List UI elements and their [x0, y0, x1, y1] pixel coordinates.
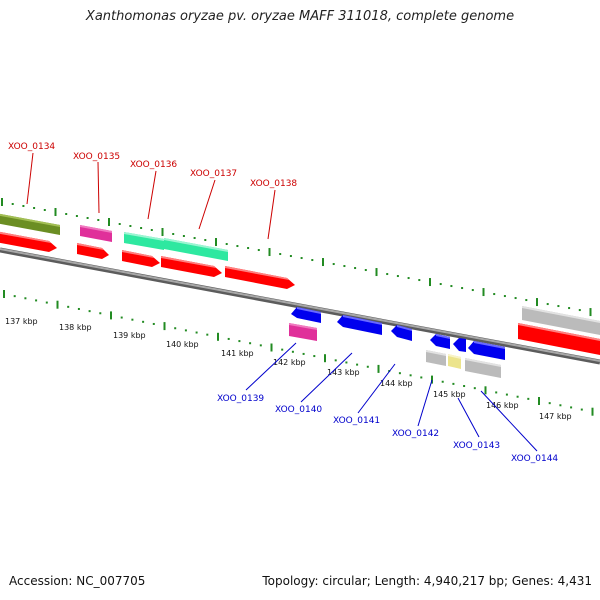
gene-gray-reverse-right[interactable] [465, 358, 501, 378]
topology-info: Topology: circular; Length: 4,940,217 bp… [262, 574, 592, 588]
gene-label-xoo-0136[interactable]: XOO_0136 [130, 160, 177, 170]
gene-mint-xoo-0137[interactable] [164, 238, 228, 261]
gene-gray-reverse-left[interactable] [426, 350, 446, 366]
tick-label-146: 146 kbp [486, 401, 519, 410]
tick-label-147: 147 kbp [539, 412, 572, 421]
gene-red-xoo-0137[interactable] [161, 256, 222, 277]
reverse-gene-labels: XOO_0139 XOO_0140 XOO_0141 XOO_0142 XOO_… [217, 342, 558, 464]
gene-label-xoo-0142[interactable]: XOO_0142 [392, 429, 439, 439]
gene-olive-forward[interactable] [0, 213, 60, 235]
tick-label-138: 138 kbp [59, 323, 92, 332]
gene-label-xoo-0137[interactable]: XOO_0137 [190, 169, 237, 179]
upper-tick-row [1, 198, 592, 317]
gene-pink-xoo-0135[interactable] [80, 225, 112, 242]
gene-pink-reverse[interactable] [289, 323, 317, 341]
gene-label-xoo-0138[interactable]: XOO_0138 [250, 179, 297, 189]
gene-label-xoo-0144[interactable]: XOO_0144 [511, 454, 558, 464]
gene-blue-xoo-0144[interactable] [468, 341, 505, 360]
tick-label-141: 141 kbp [221, 349, 254, 358]
gene-mint-xoo-0136[interactable] [124, 232, 164, 250]
tick-label-144: 144 kbp [380, 379, 413, 388]
gene-gray-forward-right[interactable] [522, 306, 600, 336]
gene-blue-xoo-0140[interactable] [337, 315, 382, 335]
tick-label-143: 143 kbp [327, 368, 360, 377]
gene-blue-xoo-0143[interactable] [453, 338, 466, 352]
gene-label-xoo-0141[interactable]: XOO_0141 [333, 416, 380, 426]
gene-label-xoo-0139[interactable]: XOO_0139 [217, 394, 264, 404]
tick-label-139: 139 kbp [113, 331, 146, 340]
tick-label-137: 137 kbp [5, 317, 38, 326]
gene-label-xoo-0140[interactable]: XOO_0140 [275, 405, 322, 415]
gene-blue-xoo-0141[interactable] [391, 325, 412, 341]
gene-khaki-reverse[interactable] [448, 354, 461, 369]
gene-label-xoo-0135[interactable]: XOO_0135 [73, 152, 120, 162]
scale-labels: 137 kbp 138 kbp 139 kbp 140 kbp 141 kbp … [5, 317, 572, 421]
tick-label-140: 140 kbp [166, 340, 199, 349]
forward-genes [0, 213, 600, 356]
reverse-genes [289, 307, 505, 378]
accession-label: Accession: [9, 574, 73, 588]
forward-gene-labels: XOO_0134 XOO_0135 XOO_0136 XOO_0137 XOO_… [8, 142, 297, 240]
tick-label-145: 145 kbp [433, 390, 466, 399]
gene-label-xoo-0143[interactable]: XOO_0143 [453, 441, 500, 451]
accession-value: NC_007705 [76, 574, 146, 588]
gene-red-xoo-0136[interactable] [122, 250, 160, 267]
gene-red-xoo-0134[interactable] [0, 231, 57, 252]
gene-red-xoo-0138[interactable] [225, 266, 295, 289]
tick-label-142: 142 kbp [273, 358, 306, 367]
gene-blue-xoo-0139[interactable] [291, 307, 321, 323]
accession-info: Accession: NC_007705 [9, 574, 145, 588]
gene-label-xoo-0134[interactable]: XOO_0134 [8, 142, 55, 152]
backbone [0, 247, 600, 365]
lower-tick-row [3, 290, 594, 416]
gene-red-xoo-0135[interactable] [77, 243, 109, 259]
genome-title: Xanthomonas oryzae pv. oryzae MAFF 31101… [85, 9, 515, 24]
gene-blue-xoo-0142[interactable] [430, 334, 450, 349]
gene-red-forward-right[interactable] [518, 323, 600, 356]
